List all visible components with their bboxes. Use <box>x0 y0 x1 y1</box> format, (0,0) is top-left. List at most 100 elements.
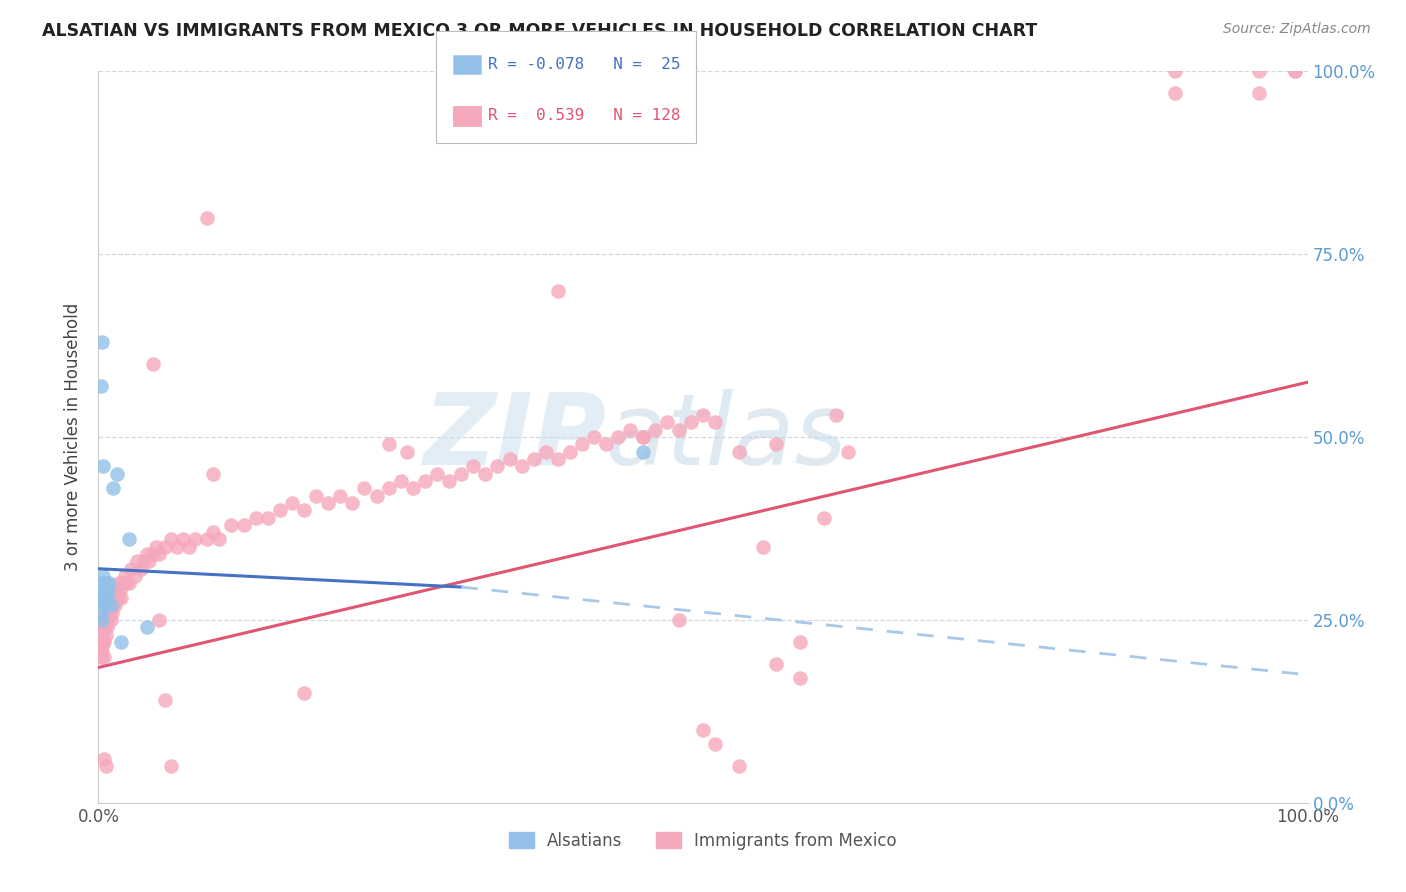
Point <box>100 599 122 613</box>
Text: atlas: atlas <box>606 389 848 485</box>
Point <box>668 613 690 627</box>
Point <box>558 444 581 458</box>
Point <box>316 496 339 510</box>
Point <box>377 481 399 495</box>
Point <box>172 533 194 547</box>
Point <box>281 496 304 510</box>
Text: R =  0.539   N = 128: R = 0.539 N = 128 <box>488 108 681 123</box>
Point <box>91 620 114 634</box>
Point <box>91 569 114 583</box>
Point <box>668 423 690 437</box>
Point <box>765 657 787 671</box>
Point <box>90 649 112 664</box>
Point <box>704 737 727 751</box>
Point <box>91 576 114 591</box>
Point <box>97 613 120 627</box>
Text: ALSATIAN VS IMMIGRANTS FROM MEXICO 3 OR MORE VEHICLES IN HOUSEHOLD CORRELATION C: ALSATIAN VS IMMIGRANTS FROM MEXICO 3 OR … <box>42 22 1038 40</box>
Point <box>93 752 115 766</box>
Point <box>195 211 218 225</box>
Point <box>202 467 225 481</box>
Point <box>245 510 267 524</box>
Point <box>110 591 132 605</box>
Point <box>118 533 141 547</box>
Point <box>305 489 328 503</box>
Point <box>523 452 546 467</box>
Point <box>94 613 117 627</box>
Point <box>547 452 569 467</box>
Point <box>91 635 114 649</box>
Point <box>134 554 156 568</box>
Point <box>655 416 678 430</box>
Point <box>474 467 496 481</box>
Point <box>91 599 114 613</box>
Point <box>395 444 418 458</box>
Point <box>129 562 152 576</box>
Legend: Alsatians, Immigrants from Mexico: Alsatians, Immigrants from Mexico <box>502 825 904 856</box>
Point <box>110 635 132 649</box>
Point <box>138 554 160 568</box>
Point <box>728 444 751 458</box>
Point <box>90 635 112 649</box>
Y-axis label: 3 or more Vehicles in Household: 3 or more Vehicles in Household <box>65 303 83 571</box>
Point <box>93 635 115 649</box>
Point <box>232 517 254 532</box>
Point <box>98 576 121 591</box>
Point <box>837 444 859 458</box>
Point <box>145 540 167 554</box>
Point <box>292 503 315 517</box>
Point <box>256 510 278 524</box>
Point <box>450 467 472 481</box>
Point <box>498 452 520 467</box>
Point <box>789 635 811 649</box>
Point <box>118 576 141 591</box>
Point <box>108 583 131 598</box>
Point <box>166 540 188 554</box>
Point <box>135 620 157 634</box>
Point <box>1249 64 1271 78</box>
Point <box>94 759 117 773</box>
Point <box>108 576 131 591</box>
Point <box>91 642 114 657</box>
Point <box>353 481 375 495</box>
Point <box>179 540 201 554</box>
Point <box>1284 64 1306 78</box>
Point <box>813 510 835 524</box>
Point <box>595 437 617 451</box>
Point <box>153 693 176 707</box>
Point <box>1163 87 1185 101</box>
Point <box>208 533 231 547</box>
Point <box>94 583 117 598</box>
Point <box>111 576 134 591</box>
Point <box>96 606 118 620</box>
Point <box>510 459 533 474</box>
Point <box>120 562 142 576</box>
Point <box>571 437 593 451</box>
Point <box>124 569 146 583</box>
Point <box>825 408 848 422</box>
Point <box>91 334 114 349</box>
Point <box>90 606 112 620</box>
Point <box>607 430 630 444</box>
Point <box>89 627 111 641</box>
Point <box>765 437 787 451</box>
Point <box>413 474 436 488</box>
Point <box>91 627 114 641</box>
Point <box>426 467 449 481</box>
Point <box>114 569 136 583</box>
Point <box>91 613 114 627</box>
Point <box>135 547 157 561</box>
Point <box>752 540 775 554</box>
Point <box>534 444 557 458</box>
Point <box>97 583 120 598</box>
Point <box>631 430 654 444</box>
Point <box>90 620 112 634</box>
Point <box>107 591 129 605</box>
Point <box>1284 64 1306 78</box>
Point <box>160 533 183 547</box>
Point <box>329 489 352 503</box>
Point <box>148 547 170 561</box>
Point <box>292 686 315 700</box>
Point <box>342 496 364 510</box>
Point <box>101 599 124 613</box>
Point <box>160 759 183 773</box>
